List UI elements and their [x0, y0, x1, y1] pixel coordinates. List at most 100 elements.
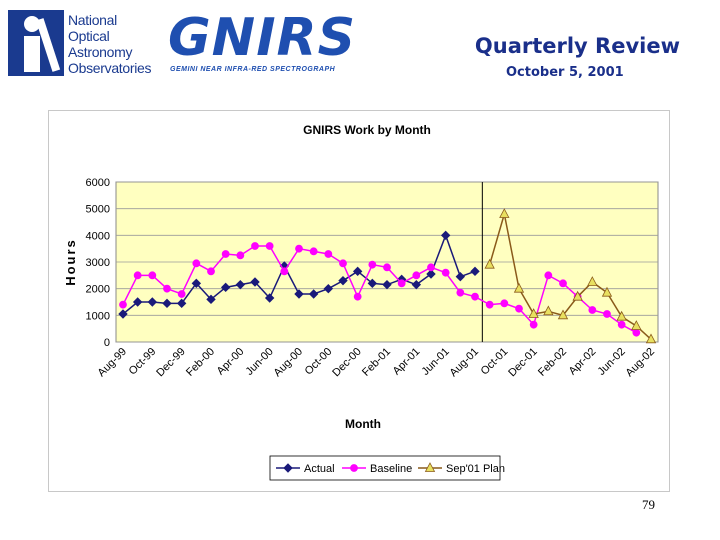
data-point-baseline	[119, 300, 127, 309]
data-point-actual	[162, 298, 172, 309]
data-point-baseline	[324, 250, 333, 258]
data-point-sep-01-plan	[645, 333, 657, 344]
data-point-baseline	[265, 242, 274, 250]
data-point-baseline	[397, 279, 406, 288]
noao-org-name: National Optical Astronomy Observatories	[68, 12, 168, 76]
data-point-baseline	[471, 292, 479, 301]
data-point-baseline	[632, 328, 641, 337]
data-point-sep-01-plan	[528, 308, 539, 318]
data-point-actual	[206, 294, 216, 305]
data-point-sep-01-plan	[587, 276, 598, 286]
y-axis-label: Hours	[63, 238, 78, 286]
data-point-baseline	[383, 263, 391, 272]
data-point-actual	[338, 275, 348, 286]
data-point-actual	[250, 277, 260, 287]
data-point-actual	[191, 278, 202, 289]
data-point-sep-01-plan	[572, 290, 583, 301]
data-point-sep-01-plan	[499, 208, 510, 218]
data-point-sep-01-plan	[484, 258, 495, 269]
page-date: October 5, 2001	[506, 65, 624, 80]
data-point-baseline	[353, 292, 362, 301]
data-point-baseline	[295, 244, 303, 253]
data-point-sep-01-plan	[631, 320, 642, 330]
data-point-actual	[235, 279, 246, 290]
data-point-actual	[176, 298, 187, 309]
data-point-actual	[118, 309, 128, 319]
data-point-actual	[132, 297, 143, 307]
data-point-sep-01-plan	[513, 282, 525, 293]
y-tick-label: 2000	[86, 284, 110, 296]
data-point-actual	[264, 293, 275, 303]
y-tick-label: 4000	[86, 230, 110, 242]
data-point-actual	[367, 278, 378, 289]
data-point-actual	[323, 283, 334, 294]
y-tick-label: 6000	[86, 177, 110, 189]
data-point-baseline	[177, 290, 186, 298]
data-point-baseline	[427, 263, 435, 272]
data-point-baseline	[368, 260, 377, 269]
data-point-actual	[426, 269, 436, 279]
data-point-actual	[352, 266, 363, 277]
legend-marker	[350, 464, 358, 472]
data-point-baseline	[133, 271, 142, 280]
org-line: Observatories	[68, 60, 152, 76]
data-point-actual	[455, 271, 466, 282]
data-point-actual	[411, 279, 422, 290]
line-chart: GNIRS Work by Month 0 1000 2000 3000 4000 5000…	[48, 110, 670, 492]
data-point-baseline	[309, 247, 318, 256]
data-point-baseline	[456, 288, 465, 297]
data-point-baseline	[441, 268, 450, 277]
data-point-baseline	[236, 251, 245, 260]
chart-title: GNIRS Work by Month	[303, 123, 431, 137]
data-point-sep-01-plan	[616, 310, 627, 321]
x-axis-label: Month	[345, 417, 381, 431]
data-point-sep-01-plan	[601, 286, 613, 297]
y-tick-label: 5000	[86, 204, 110, 216]
gnirs-logo: GNIRS	[168, 8, 357, 68]
data-point-baseline	[500, 299, 509, 308]
data-point-baseline	[603, 310, 611, 318]
data-point-actual	[440, 230, 451, 241]
data-point-baseline	[339, 259, 347, 268]
legend-label: Sep'01 Plan	[446, 463, 505, 475]
data-point-baseline	[207, 267, 215, 276]
noao-logo-icon	[8, 10, 64, 76]
org-line: Optical	[68, 28, 110, 44]
data-point-baseline	[617, 320, 626, 329]
legend-marker	[424, 462, 436, 472]
data-point-baseline	[588, 306, 597, 314]
data-point-actual	[382, 279, 392, 290]
data-point-actual	[308, 289, 319, 299]
page-title: Quarterly Review	[474, 34, 680, 58]
data-point-baseline	[485, 300, 494, 309]
data-point-baseline	[148, 271, 157, 280]
legend-box	[269, 455, 501, 481]
data-point-baseline	[412, 271, 421, 280]
org-line: National	[68, 12, 117, 28]
data-point-baseline	[544, 271, 553, 280]
page-number: 79	[642, 497, 655, 512]
y-tick-label: 1000	[86, 310, 110, 322]
data-point-baseline	[515, 304, 523, 313]
data-point-baseline	[251, 242, 259, 250]
data-point-baseline	[221, 250, 230, 258]
data-point-baseline	[192, 259, 201, 268]
data-point-baseline	[163, 284, 171, 293]
data-point-actual	[470, 266, 480, 277]
y-tick-label: 0	[104, 337, 110, 349]
data-point-sep-01-plan	[557, 309, 569, 320]
chart-container: GNIRS Work by Month 0 1000 2000 3000 4000 5000…	[48, 110, 670, 492]
data-point-baseline	[529, 320, 538, 329]
data-point-baseline	[559, 279, 567, 288]
legend-label: Baseline	[370, 463, 412, 475]
org-line: Astronomy	[68, 44, 133, 60]
data-point-sep-01-plan	[543, 305, 554, 316]
data-point-actual	[147, 297, 158, 307]
gnirs-logo-subtitle: GEMINI NEAR INFRA-RED SPECTROGRAPH	[170, 66, 336, 73]
legend-marker	[283, 463, 293, 473]
y-tick-label: 3000	[86, 257, 110, 269]
data-point-actual	[294, 289, 304, 299]
legend-label: Actual	[304, 463, 335, 475]
data-point-actual	[220, 282, 231, 293]
data-point-baseline	[280, 267, 289, 276]
